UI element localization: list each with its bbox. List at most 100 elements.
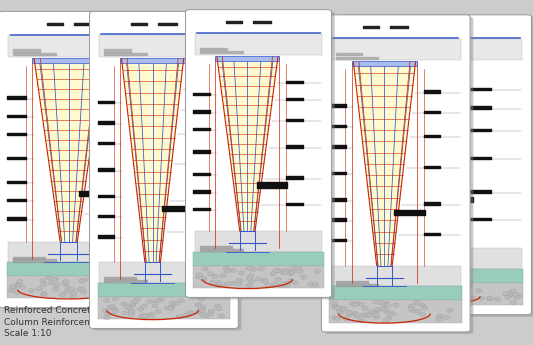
Circle shape	[368, 310, 374, 314]
Circle shape	[223, 267, 230, 271]
Circle shape	[195, 303, 201, 307]
Circle shape	[142, 314, 149, 318]
Circle shape	[36, 287, 43, 291]
Circle shape	[383, 308, 389, 313]
Circle shape	[370, 294, 376, 298]
Circle shape	[169, 301, 175, 305]
Circle shape	[48, 280, 54, 285]
Circle shape	[430, 297, 436, 301]
Circle shape	[259, 267, 265, 271]
Circle shape	[383, 318, 390, 323]
Circle shape	[380, 294, 386, 298]
Circle shape	[408, 307, 414, 311]
Circle shape	[120, 279, 127, 283]
Circle shape	[365, 298, 372, 303]
Circle shape	[203, 314, 209, 318]
Circle shape	[238, 271, 245, 275]
Circle shape	[385, 303, 391, 307]
Circle shape	[471, 296, 477, 300]
Circle shape	[131, 284, 137, 288]
Circle shape	[334, 316, 341, 321]
Circle shape	[200, 305, 206, 309]
FancyBboxPatch shape	[325, 17, 473, 334]
Circle shape	[284, 283, 290, 287]
Circle shape	[458, 299, 465, 303]
Circle shape	[246, 276, 253, 280]
Circle shape	[437, 314, 443, 318]
Circle shape	[79, 278, 85, 283]
Circle shape	[86, 277, 92, 281]
Circle shape	[290, 267, 296, 271]
Circle shape	[278, 284, 285, 288]
Circle shape	[358, 318, 365, 323]
Circle shape	[71, 291, 77, 295]
Circle shape	[516, 293, 523, 297]
Circle shape	[446, 308, 453, 313]
Circle shape	[507, 292, 514, 296]
Circle shape	[79, 279, 85, 283]
Circle shape	[374, 315, 380, 319]
Circle shape	[198, 297, 205, 301]
FancyBboxPatch shape	[341, 17, 533, 317]
Circle shape	[196, 275, 202, 279]
Circle shape	[7, 289, 14, 293]
Circle shape	[15, 282, 21, 286]
Circle shape	[414, 300, 420, 305]
Bar	[98, 297, 230, 319]
Bar	[345, 283, 523, 305]
Circle shape	[107, 276, 114, 280]
FancyBboxPatch shape	[0, 11, 164, 308]
Circle shape	[337, 311, 344, 315]
Circle shape	[200, 277, 207, 281]
Circle shape	[69, 295, 76, 299]
Circle shape	[255, 277, 262, 281]
Circle shape	[279, 270, 285, 274]
Circle shape	[212, 274, 218, 278]
Circle shape	[341, 306, 347, 310]
Circle shape	[336, 308, 343, 312]
Circle shape	[414, 301, 421, 305]
Circle shape	[207, 312, 214, 316]
Circle shape	[409, 308, 416, 313]
Circle shape	[77, 287, 84, 292]
Circle shape	[195, 309, 201, 314]
Bar	[99, 35, 229, 57]
Circle shape	[382, 290, 388, 294]
Circle shape	[176, 315, 182, 319]
Circle shape	[100, 282, 106, 286]
Circle shape	[142, 278, 148, 282]
Circle shape	[39, 278, 46, 283]
Circle shape	[147, 299, 154, 304]
Bar	[193, 266, 324, 288]
Circle shape	[103, 298, 110, 303]
Circle shape	[220, 274, 226, 278]
Circle shape	[248, 279, 255, 284]
Circle shape	[139, 314, 145, 318]
Circle shape	[246, 267, 252, 271]
Circle shape	[390, 312, 396, 316]
Circle shape	[373, 313, 379, 317]
Bar	[7, 276, 156, 298]
Circle shape	[463, 290, 469, 295]
Circle shape	[215, 307, 222, 311]
Bar	[33, 58, 105, 63]
Circle shape	[346, 289, 353, 293]
Circle shape	[419, 312, 425, 316]
Circle shape	[374, 309, 380, 313]
Circle shape	[122, 311, 128, 315]
Circle shape	[20, 285, 26, 289]
Circle shape	[246, 284, 252, 288]
Circle shape	[420, 301, 426, 305]
Circle shape	[271, 282, 278, 286]
Circle shape	[508, 290, 515, 294]
Circle shape	[208, 309, 215, 313]
Circle shape	[134, 291, 141, 295]
Circle shape	[139, 290, 146, 294]
Circle shape	[63, 279, 69, 284]
Circle shape	[385, 310, 391, 314]
Circle shape	[124, 305, 131, 309]
Circle shape	[332, 305, 338, 309]
Circle shape	[297, 269, 303, 273]
Circle shape	[210, 280, 216, 284]
Circle shape	[158, 298, 164, 302]
